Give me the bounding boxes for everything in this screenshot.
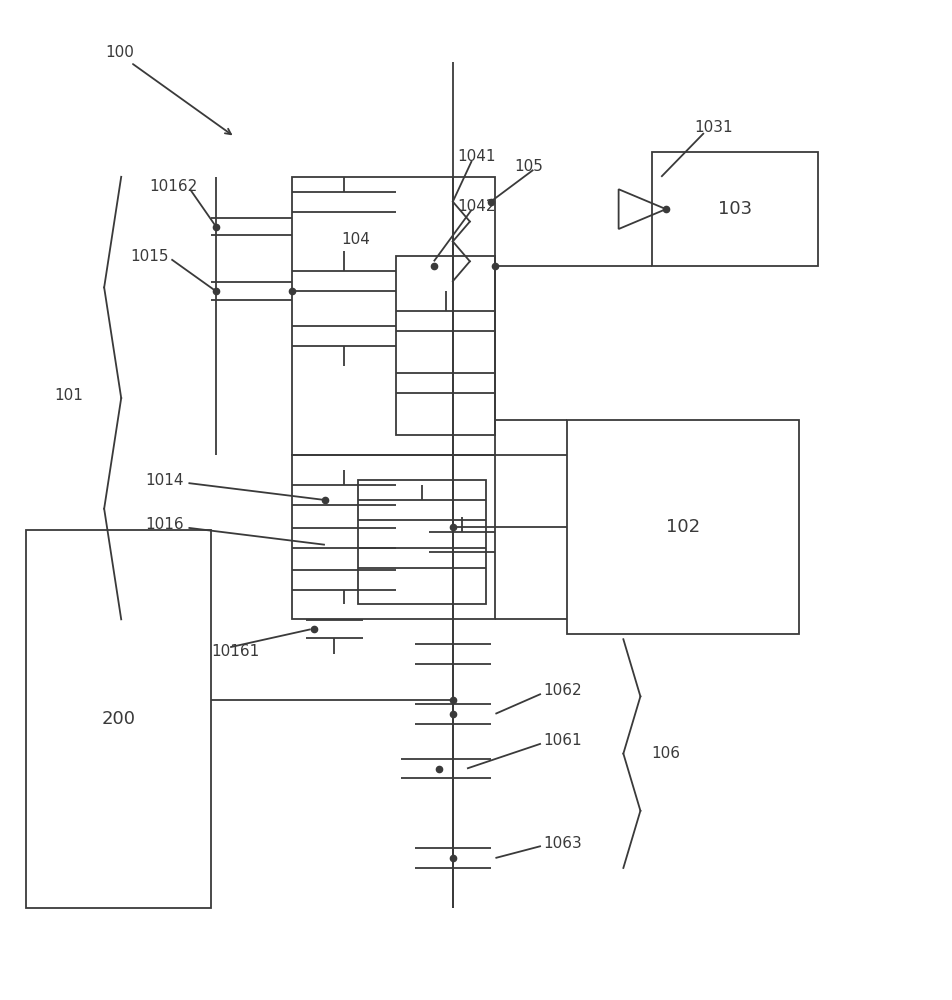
Bar xyxy=(565,420,798,634)
Text: 106: 106 xyxy=(651,746,680,761)
Text: 1041: 1041 xyxy=(457,149,496,164)
Text: 1061: 1061 xyxy=(543,733,581,748)
Text: 1031: 1031 xyxy=(694,120,732,135)
Text: 1062: 1062 xyxy=(543,683,581,698)
Text: 101: 101 xyxy=(54,388,84,403)
Text: 1042: 1042 xyxy=(457,199,496,214)
Text: 105: 105 xyxy=(514,159,543,174)
Text: 1014: 1014 xyxy=(145,473,183,488)
Bar xyxy=(651,152,817,266)
Bar xyxy=(291,455,495,619)
Text: 1063: 1063 xyxy=(543,836,581,851)
Bar xyxy=(27,530,211,908)
Text: 103: 103 xyxy=(717,200,751,218)
Bar xyxy=(395,256,495,435)
Text: 104: 104 xyxy=(341,232,370,247)
Bar xyxy=(358,480,486,604)
Text: 102: 102 xyxy=(664,518,699,536)
Text: 100: 100 xyxy=(105,45,134,60)
Text: 1016: 1016 xyxy=(145,517,184,532)
Bar xyxy=(291,177,495,455)
Text: 10162: 10162 xyxy=(149,179,198,194)
Text: 10161: 10161 xyxy=(211,644,259,659)
Text: 200: 200 xyxy=(102,710,136,728)
Text: 1015: 1015 xyxy=(130,249,169,264)
